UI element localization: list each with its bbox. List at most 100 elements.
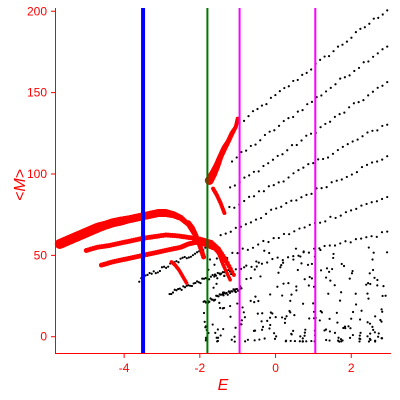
black-point xyxy=(318,247,321,250)
black-point xyxy=(249,221,253,224)
black-point xyxy=(259,139,262,142)
black-point xyxy=(362,99,365,102)
black-point xyxy=(296,110,299,113)
black-point xyxy=(360,237,363,240)
black-point xyxy=(324,90,328,93)
black-point xyxy=(317,158,320,161)
black-point xyxy=(224,232,227,235)
black-point xyxy=(359,27,362,30)
black-point xyxy=(366,321,369,324)
black-point xyxy=(235,156,238,159)
black-point xyxy=(246,248,249,251)
black-point xyxy=(222,327,225,331)
black-point xyxy=(273,129,276,132)
black-point xyxy=(365,283,368,286)
black-point xyxy=(216,336,220,339)
black-point xyxy=(266,261,269,264)
black-point xyxy=(253,268,256,271)
black-point xyxy=(245,149,248,152)
black-point xyxy=(358,340,361,343)
red-point xyxy=(228,277,232,282)
black-point xyxy=(233,335,236,338)
black-point xyxy=(373,331,376,334)
black-point xyxy=(202,311,206,315)
y-tick-label: 200 xyxy=(27,4,47,18)
y-tick-label: 0 xyxy=(40,330,47,344)
black-point xyxy=(220,272,223,275)
black-point xyxy=(244,223,247,226)
black-point xyxy=(275,207,278,210)
black-point xyxy=(227,290,230,293)
black-point xyxy=(189,255,192,258)
black-point xyxy=(241,306,244,309)
black-point xyxy=(358,334,361,337)
black-point xyxy=(255,265,258,268)
black-point xyxy=(306,103,309,106)
black-point xyxy=(318,319,321,322)
black-point xyxy=(267,240,270,244)
black-point xyxy=(306,263,310,266)
black-point xyxy=(233,206,236,209)
black-point xyxy=(369,282,372,286)
black-point xyxy=(271,312,274,315)
black-point xyxy=(284,340,287,343)
black-point xyxy=(381,158,384,161)
black-point xyxy=(376,160,379,163)
black-point xyxy=(245,277,248,281)
black-point xyxy=(181,256,184,259)
black-point xyxy=(292,79,295,83)
black-point xyxy=(216,328,219,331)
black-point xyxy=(265,103,268,106)
black-point xyxy=(345,175,348,179)
black-point xyxy=(370,235,373,238)
black-point xyxy=(281,261,285,264)
black-point xyxy=(187,256,190,259)
black-point xyxy=(228,205,231,209)
black-point xyxy=(230,338,233,341)
black-point xyxy=(363,26,366,29)
black-point xyxy=(333,244,337,247)
black-point xyxy=(324,276,328,279)
black-point xyxy=(303,331,307,334)
black-point xyxy=(287,85,290,88)
x-tick-label: 2 xyxy=(348,361,355,375)
black-point xyxy=(301,302,305,305)
black-point xyxy=(380,231,384,234)
black-point xyxy=(293,339,297,343)
black-point xyxy=(341,145,344,149)
black-point xyxy=(162,265,166,268)
black-point xyxy=(354,30,357,34)
black-point xyxy=(338,340,341,343)
black-point xyxy=(268,316,272,319)
black-point xyxy=(296,268,299,272)
black-point xyxy=(229,315,232,318)
black-point xyxy=(360,165,364,169)
black-point xyxy=(368,22,371,25)
black-point xyxy=(325,267,329,270)
black-point xyxy=(354,303,358,306)
black-point xyxy=(335,311,338,314)
black-point xyxy=(307,163,310,166)
black-point xyxy=(381,84,384,87)
black-point xyxy=(285,201,288,205)
black-point xyxy=(264,212,268,216)
black-point xyxy=(168,292,171,296)
black-point xyxy=(234,288,237,291)
black-point xyxy=(381,310,384,313)
black-point xyxy=(211,323,214,326)
black-point xyxy=(302,166,305,169)
black-point xyxy=(342,326,345,330)
black-point xyxy=(344,240,347,243)
black-point xyxy=(321,157,325,161)
black-point xyxy=(283,321,287,324)
black-point xyxy=(333,284,336,287)
black-point xyxy=(365,163,369,166)
black-point xyxy=(228,291,232,295)
black-point xyxy=(213,275,216,278)
black-point xyxy=(359,331,362,334)
black-point xyxy=(300,139,303,142)
black-point xyxy=(305,71,308,74)
black-point xyxy=(252,170,256,173)
black-point xyxy=(372,17,375,20)
black-point xyxy=(303,278,306,281)
